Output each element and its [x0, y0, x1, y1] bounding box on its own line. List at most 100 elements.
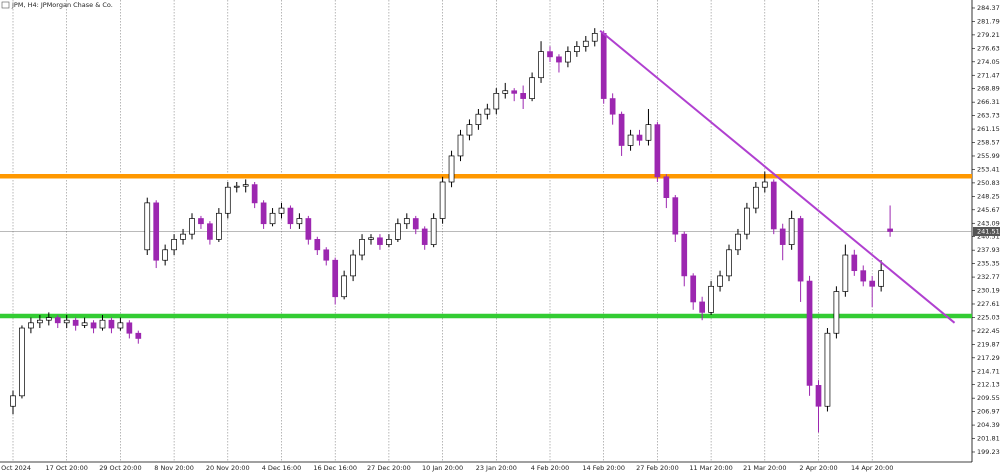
y-tick-label: 276.63: [977, 44, 1000, 52]
candle-body: [153, 202, 160, 261]
candle-body: [430, 218, 437, 245]
candle-body: [457, 134, 464, 157]
y-tick-label: 263.73: [977, 112, 1000, 120]
x-tick-label: 27 Feb 20:00: [636, 464, 679, 472]
candle-body: [708, 285, 714, 313]
candle-body: [860, 270, 867, 282]
candle-body: [305, 218, 312, 240]
candle-body: [395, 223, 401, 240]
x-tick-label: 14 Feb 20:00: [582, 464, 625, 472]
y-tick-label: 258.57: [977, 139, 1000, 147]
x-tick-label: 16 Dec 16:00: [313, 464, 357, 472]
x-tick-label: 7 Oct 2024: [0, 464, 31, 472]
candle-body: [833, 291, 840, 334]
candle-body: [484, 108, 491, 115]
y-tick-label: 271.47: [977, 71, 1000, 79]
candle-body: [36, 319, 43, 324]
candle-body: [618, 113, 625, 146]
candle-body: [573, 46, 580, 52]
y-tick-label: 255.99: [977, 152, 1000, 160]
x-tick-label: 11 Mar 20:00: [689, 464, 732, 472]
candle-body: [439, 181, 446, 219]
candle-body: [421, 228, 428, 245]
candle-body: [386, 239, 392, 245]
candle-body: [547, 51, 553, 58]
y-tick-label: 222.45: [977, 327, 1000, 335]
x-tick-label: 14 Apr 20:00: [851, 464, 893, 472]
y-tick-label: 235.35: [977, 260, 1000, 268]
candle-body: [72, 319, 79, 326]
candle-body: [296, 218, 303, 225]
candle-body: [332, 259, 339, 298]
candle-body: [63, 319, 70, 324]
candle-body: [171, 239, 177, 251]
last-price-label: 241.51: [977, 227, 1000, 235]
candle-body: [824, 332, 831, 407]
y-tick-label: 237.93: [977, 246, 1000, 254]
y-tick-label: 279.21: [977, 31, 1000, 39]
candle-body: [144, 202, 151, 251]
candle-body: [565, 51, 571, 63]
candle-body: [90, 322, 97, 329]
candle-body: [591, 33, 598, 42]
candle-body: [636, 134, 643, 141]
y-tick-label: 204.39: [977, 421, 1000, 429]
x-tick-label: 29 Oct 20:00: [99, 464, 141, 472]
y-tick-label: 219.87: [977, 340, 1000, 348]
candle-body: [520, 92, 527, 99]
y-tick-label: 225.03: [977, 313, 1000, 321]
y-tick-label: 240.51: [977, 233, 1000, 241]
candle-body: [842, 254, 849, 292]
candle-body: [556, 56, 562, 63]
candle-body: [126, 322, 133, 334]
candle-body: [744, 207, 750, 235]
x-tick-label: 8 Nov 20:00: [154, 464, 194, 472]
candle-body: [529, 77, 535, 99]
y-tick-label: 245.67: [977, 206, 1000, 214]
candle-body: [681, 233, 688, 277]
candle-body: [815, 385, 822, 407]
candle-body: [502, 90, 509, 94]
candle-body: [699, 301, 706, 313]
candle-body: [654, 124, 661, 178]
candle-body: [135, 332, 142, 339]
candle-body: [359, 239, 365, 256]
candle-body: [779, 228, 786, 245]
x-tick-label: 4 Feb 20:00: [531, 464, 570, 472]
y-tick-label: 243.09: [977, 219, 1000, 227]
candle-body: [28, 322, 34, 329]
candle-body: [108, 319, 115, 329]
candle-body: [770, 181, 777, 230]
candle-body: [162, 249, 168, 261]
candle-body: [412, 218, 419, 230]
candle-body: [19, 327, 25, 397]
y-tick-label: 230.19: [977, 287, 1000, 295]
y-tick-label: 212.13: [977, 381, 1000, 389]
y-tick-label: 214.71: [977, 367, 1000, 375]
candle-body: [117, 322, 124, 329]
candle-body: [377, 237, 383, 245]
y-tick-label: 227.61: [977, 300, 1000, 308]
candle-body: [448, 155, 455, 183]
y-tick-label: 268.89: [977, 85, 1000, 93]
y-tick-label: 281.79: [977, 17, 1000, 25]
candle-body: [735, 233, 741, 251]
candle-body: [368, 237, 374, 240]
candle-body: [752, 186, 759, 209]
candle-body: [726, 249, 732, 277]
y-tick-label: 274.05: [977, 58, 1000, 66]
candle-body: [511, 90, 518, 94]
candle-body: [690, 275, 697, 303]
candle-body: [869, 280, 876, 287]
last-price-box: [973, 226, 1000, 236]
candle-body: [717, 275, 723, 287]
candle-body: [242, 184, 249, 187]
candle-body: [224, 186, 231, 214]
candle-body: [341, 275, 347, 298]
candle-body: [672, 197, 679, 235]
x-tick-label: 4 Dec 16:00: [262, 464, 302, 472]
candle-body: [761, 181, 768, 188]
candle-body: [251, 184, 258, 204]
candle-body: [851, 254, 858, 272]
